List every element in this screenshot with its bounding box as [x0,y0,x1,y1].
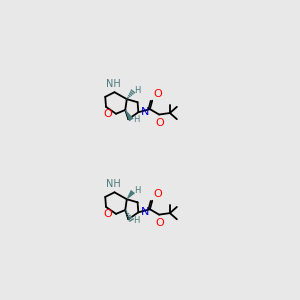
Text: N: N [141,107,149,117]
Text: O: O [155,118,164,128]
Text: N: N [141,207,149,217]
Text: NH: NH [106,79,120,89]
Text: O: O [154,189,163,199]
Text: NH: NH [106,179,120,189]
Text: H: H [133,215,139,224]
Text: H: H [134,186,141,195]
Text: O: O [154,89,163,99]
Text: H: H [134,86,141,95]
Text: O: O [103,209,112,219]
Text: O: O [103,109,112,119]
Polygon shape [127,190,135,200]
Text: H: H [133,116,139,124]
Polygon shape [125,110,134,121]
Text: O: O [155,218,164,229]
